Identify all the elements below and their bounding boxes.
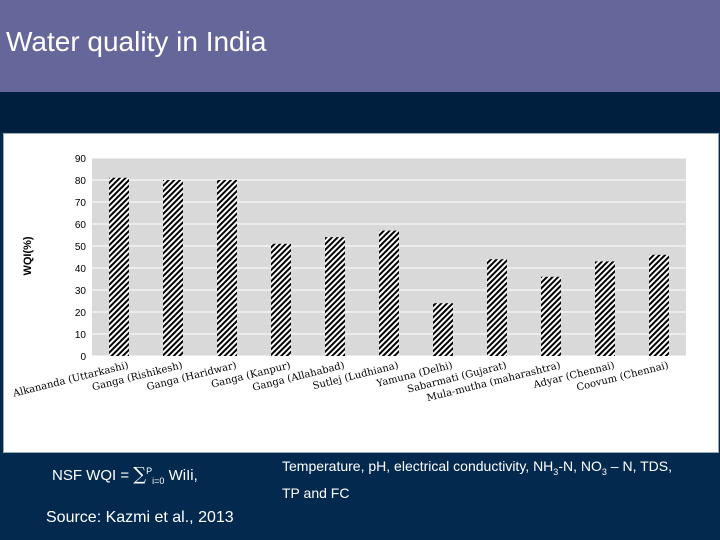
bar: [109, 177, 129, 356]
y-tick-label: 80: [75, 176, 87, 187]
sum-symbol: ∑: [133, 464, 147, 485]
y-tick-label: 70: [75, 198, 87, 209]
bar: [487, 259, 507, 356]
y-tick-label: 60: [75, 220, 87, 231]
bar: [541, 276, 561, 356]
slide-title: Water quality in India: [6, 26, 267, 57]
params-part2: -N, NO: [558, 458, 602, 474]
bar: [271, 243, 291, 356]
y-tick-label: 10: [75, 330, 87, 341]
bar: [649, 254, 669, 356]
y-tick-label: 20: [75, 308, 87, 319]
bar: [433, 303, 453, 356]
params-sub1: 3: [553, 466, 559, 477]
y-tick-label: 30: [75, 286, 87, 297]
y-tick-label: 90: [75, 154, 87, 165]
sum-upper-limit: P: [146, 466, 153, 476]
y-tick-label: 40: [75, 264, 87, 275]
title-bar: Water quality in India: [0, 0, 720, 92]
y-tick-label: 0: [80, 352, 86, 363]
bar: [217, 180, 237, 356]
bar: [595, 261, 615, 356]
sum-lower-limit: i=0: [152, 476, 165, 486]
formula-term: WiIi,: [168, 467, 198, 484]
bar: [163, 180, 183, 356]
source-citation: Source: Kazmi et al., 2013: [46, 509, 234, 526]
params-sub2: 3: [601, 466, 607, 477]
chart-panel: 0 10 20 30 40 50 60 70 80 90 Alkananda (Uttarkash…: [3, 133, 719, 453]
header-band: [0, 92, 720, 132]
params-part3: – N, TDS, TP and FC: [282, 458, 672, 501]
parameters-text: Temperature, pH, electrical conductivity…: [282, 456, 692, 504]
y-tick-label: 50: [75, 242, 87, 253]
nsf-wqi-formula: NSF WQI = ∑Pi=0 WiIi,: [52, 464, 198, 486]
bar: [325, 237, 345, 356]
y-axis-label: WQI(%): [22, 236, 34, 275]
formula-prefix: NSF WQI =: [52, 467, 134, 484]
bar: [379, 230, 399, 356]
params-part1: Temperature, pH, electrical conductivity…: [282, 458, 554, 474]
